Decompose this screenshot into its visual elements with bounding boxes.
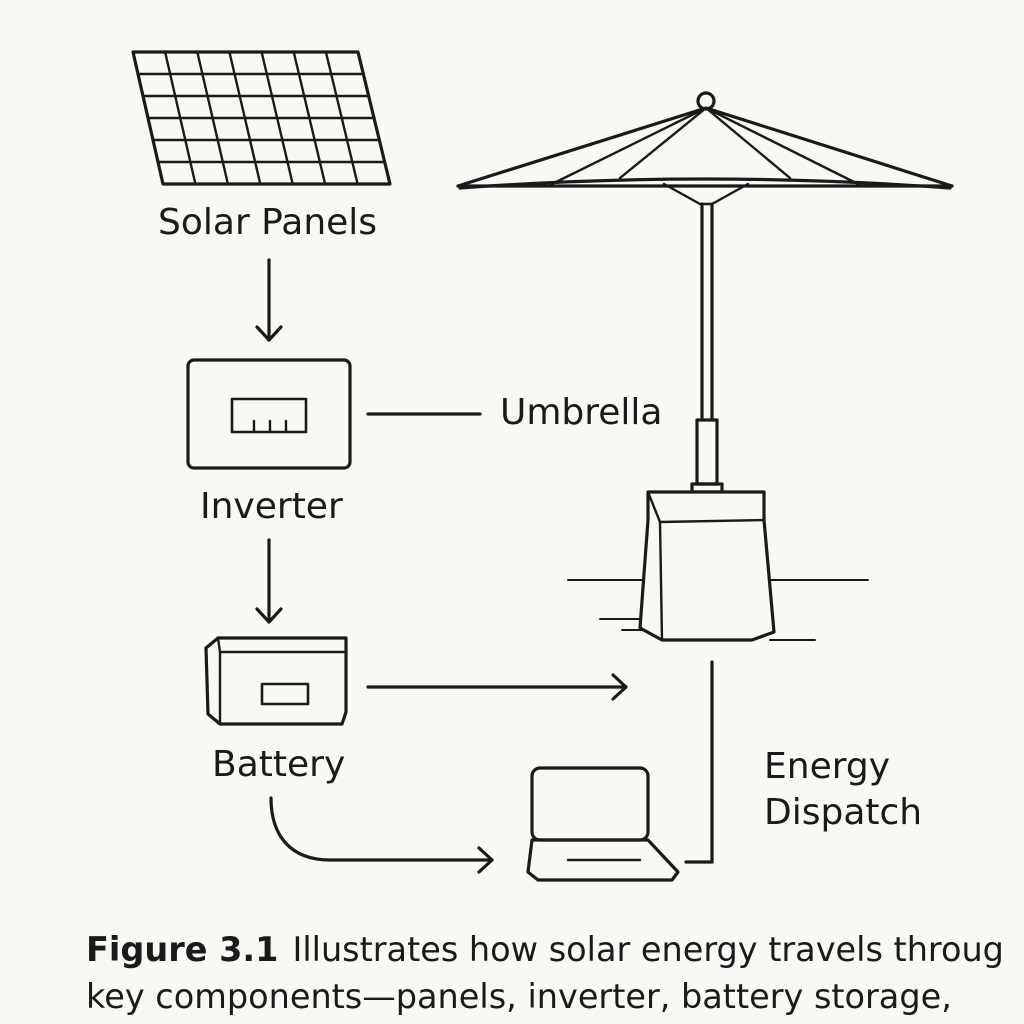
energy-dispatch-label-line2: Dispatch <box>764 792 922 833</box>
arrow-panels-to-inverter <box>255 258 283 342</box>
arrow-battery-to-umbrella <box>366 673 628 701</box>
figure-number: Figure 3.1 <box>86 930 279 969</box>
figure-caption: Figure 3.1 Illustrates how solar energy t… <box>86 926 1016 1020</box>
battery-icon <box>204 636 348 726</box>
umbrella-icon <box>456 91 954 494</box>
umbrella-label: Umbrella <box>500 392 663 433</box>
caption-line-2: key components—panels, inverter, battery… <box>86 977 952 1016</box>
laptop-icon <box>526 766 680 882</box>
caption-line-1: Figure 3.1 Illustrates how solar energy t… <box>86 926 1016 973</box>
energy-dispatch-label-line1: Energy <box>764 746 890 787</box>
arrow-battery-to-laptop <box>269 796 494 874</box>
battery-label: Battery <box>212 744 345 785</box>
arrow-inverter-to-battery <box>255 538 283 624</box>
energy-dispatch-line <box>684 660 714 864</box>
inverter-icon <box>186 358 352 470</box>
solar-panels-label: Solar Panels <box>158 202 377 243</box>
umbrella-base-icon <box>567 490 869 642</box>
caption-text-1: Illustrates how solar energy travels thr… <box>292 930 1004 969</box>
solar-panel-icon <box>131 50 392 186</box>
inverter-label: Inverter <box>200 486 343 527</box>
